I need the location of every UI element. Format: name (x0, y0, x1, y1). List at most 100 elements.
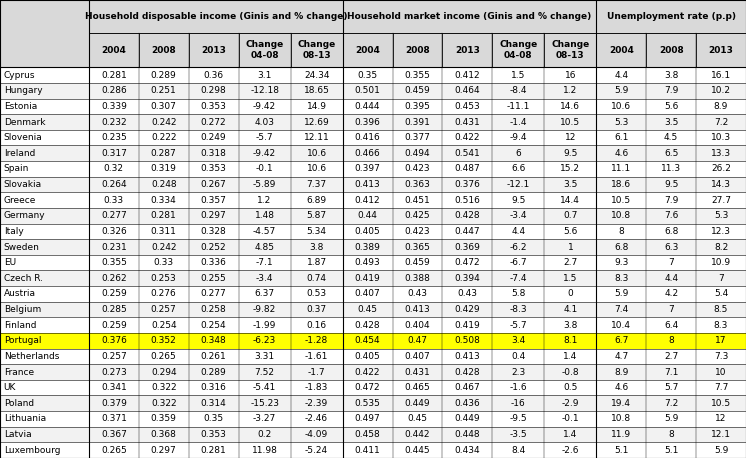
Text: 13.3: 13.3 (711, 149, 731, 158)
Bar (189, 33, 239, 67)
Text: Finland: Finland (4, 321, 37, 330)
Bar (0, 192, 746, 208)
Text: 0.423: 0.423 (404, 164, 430, 174)
Text: 0.412: 0.412 (454, 71, 480, 80)
Text: 0.253: 0.253 (151, 274, 177, 283)
Text: Latvia: Latvia (4, 430, 31, 439)
Text: 6.37: 6.37 (254, 289, 275, 299)
Text: Italy: Italy (4, 227, 23, 236)
Text: 0.277: 0.277 (101, 211, 127, 220)
Text: 0.355: 0.355 (404, 71, 430, 80)
Text: 2004: 2004 (609, 46, 634, 55)
Text: 5.6: 5.6 (563, 227, 577, 236)
Text: 0.413: 0.413 (404, 305, 430, 314)
Text: 0.272: 0.272 (201, 118, 227, 126)
Bar (0, 364, 746, 380)
Text: 0.449: 0.449 (404, 399, 430, 408)
Text: 7.4: 7.4 (614, 305, 628, 314)
Text: -6.7: -6.7 (510, 258, 527, 267)
Text: -5.89: -5.89 (253, 180, 276, 189)
Text: 0.394: 0.394 (454, 274, 480, 283)
Text: 0.297: 0.297 (201, 211, 227, 220)
Text: 15.2: 15.2 (560, 164, 580, 174)
Bar (0, 161, 746, 177)
Text: 5.9: 5.9 (664, 414, 678, 424)
Text: 5.1: 5.1 (664, 446, 678, 455)
Text: 12.3: 12.3 (711, 227, 731, 236)
Text: 0.487: 0.487 (454, 164, 480, 174)
Text: Denmark: Denmark (4, 118, 46, 126)
Bar (89, 33, 139, 67)
Text: 0.35: 0.35 (357, 71, 377, 80)
Text: 4.4: 4.4 (664, 274, 678, 283)
Text: 0.453: 0.453 (454, 102, 480, 111)
Text: 5.6: 5.6 (664, 102, 678, 111)
Text: 10.8: 10.8 (611, 414, 631, 424)
Text: 0.493: 0.493 (354, 258, 380, 267)
Text: 5.4: 5.4 (714, 289, 728, 299)
Text: 0.45: 0.45 (407, 414, 427, 424)
Bar (0, 146, 746, 161)
Text: 27.7: 27.7 (711, 196, 731, 205)
Text: 16.1: 16.1 (711, 71, 731, 80)
Text: 10.5: 10.5 (611, 196, 631, 205)
Text: 0.407: 0.407 (354, 289, 380, 299)
Text: 0.377: 0.377 (404, 133, 430, 142)
Text: 8.3: 8.3 (714, 321, 728, 330)
Text: 8.9: 8.9 (714, 102, 728, 111)
Text: 0.436: 0.436 (454, 399, 480, 408)
Text: -1.83: -1.83 (305, 383, 328, 392)
Text: 0.262: 0.262 (101, 274, 127, 283)
Text: 0.273: 0.273 (101, 368, 127, 376)
Text: 3.8: 3.8 (664, 71, 678, 80)
Text: 0.535: 0.535 (354, 399, 380, 408)
Text: 0.428: 0.428 (355, 321, 380, 330)
Bar (0, 286, 746, 302)
Text: 0.341: 0.341 (101, 383, 127, 392)
Text: Change
04-08: Change 04-08 (245, 40, 283, 60)
Text: -1.7: -1.7 (308, 368, 325, 376)
Text: 8.5: 8.5 (714, 305, 728, 314)
Text: 11.3: 11.3 (661, 164, 681, 174)
Text: 0.285: 0.285 (101, 305, 127, 314)
Text: -9.5: -9.5 (510, 414, 527, 424)
Text: -0.1: -0.1 (562, 414, 579, 424)
Bar (0, 411, 746, 427)
Text: 3.8: 3.8 (563, 321, 577, 330)
Text: 24.34: 24.34 (304, 71, 330, 80)
Text: Estonia: Estonia (4, 102, 37, 111)
Text: 0.442: 0.442 (405, 430, 430, 439)
Text: 8.2: 8.2 (714, 243, 728, 251)
Text: 0.451: 0.451 (404, 196, 430, 205)
Text: -1.4: -1.4 (510, 118, 527, 126)
Text: 7.3: 7.3 (714, 352, 728, 361)
Text: 1.5: 1.5 (511, 71, 525, 80)
Text: 9.5: 9.5 (563, 149, 577, 158)
Text: 0.412: 0.412 (355, 196, 380, 205)
Text: 8: 8 (668, 430, 674, 439)
Text: -1.61: -1.61 (305, 352, 328, 361)
Text: 0.434: 0.434 (454, 446, 480, 455)
Text: 12: 12 (715, 414, 727, 424)
Text: 10.6: 10.6 (307, 149, 327, 158)
Text: 10.3: 10.3 (711, 133, 731, 142)
Text: Household disposable income (Ginis and % change): Household disposable income (Ginis and %… (84, 12, 347, 21)
Bar (0, 333, 746, 349)
Text: 4.85: 4.85 (254, 243, 275, 251)
Text: 0.541: 0.541 (454, 149, 480, 158)
Text: -2.6: -2.6 (562, 446, 579, 455)
Text: 6.5: 6.5 (664, 149, 678, 158)
Text: 4.6: 4.6 (614, 383, 628, 392)
Text: 0.516: 0.516 (454, 196, 480, 205)
Text: 0.459: 0.459 (404, 86, 430, 95)
Text: 0.465: 0.465 (404, 383, 430, 392)
Text: 0.419: 0.419 (354, 274, 380, 283)
Text: 0.422: 0.422 (454, 133, 480, 142)
Text: Poland: Poland (4, 399, 34, 408)
Text: 4.7: 4.7 (614, 352, 628, 361)
Bar (646, 33, 696, 67)
Text: 0.232: 0.232 (101, 118, 127, 126)
Text: 4.6: 4.6 (614, 149, 628, 158)
Text: 0.32: 0.32 (104, 164, 124, 174)
Bar (596, 33, 646, 67)
